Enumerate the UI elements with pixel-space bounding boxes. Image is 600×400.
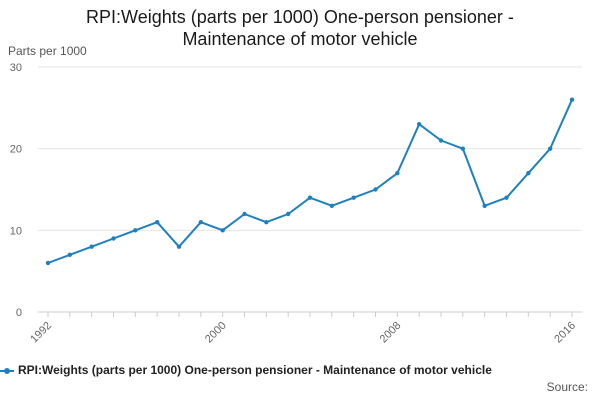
- x-tick-label-1992: 1992: [28, 320, 54, 346]
- y-tick-label-20: 20: [10, 144, 22, 156]
- data-point-1999[interactable]: [198, 219, 204, 225]
- source-label: Source:: [546, 380, 588, 394]
- data-point-1994[interactable]: [89, 244, 94, 249]
- data-point-1997[interactable]: [154, 219, 160, 225]
- data-point-2010[interactable]: [438, 138, 444, 143]
- data-point-2007[interactable]: [373, 187, 378, 192]
- data-point-2001[interactable]: [242, 211, 247, 217]
- data-point-1998[interactable]: [176, 244, 182, 249]
- y-tick-label-30: 30: [10, 62, 22, 74]
- gridlines: [38, 66, 582, 231]
- data-point-2002[interactable]: [264, 219, 269, 225]
- data-point-2013[interactable]: [504, 195, 509, 200]
- data-point-2011[interactable]: [460, 146, 466, 151]
- data-point-2008[interactable]: [395, 170, 400, 176]
- data-point-2005[interactable]: [329, 203, 335, 209]
- data-point-2012[interactable]: [482, 203, 487, 209]
- data-point-2004[interactable]: [307, 195, 313, 200]
- series-group: [45, 97, 575, 266]
- y-tick-label-0: 0: [16, 307, 22, 319]
- data-point-2003[interactable]: [285, 211, 291, 217]
- legend-entry: RPI:Weights (parts per 1000) One-person …: [18, 363, 492, 377]
- chart-title: RPI:Weights (parts per 1000) One-person …: [0, 6, 600, 50]
- data-point-1992[interactable]: [45, 260, 51, 266]
- x-tick-label-2016: 2016: [552, 320, 578, 346]
- chart-title-line-2: Maintenance of motor vehicle: [182, 29, 418, 49]
- legend: RPI:Weights (parts per 1000) One-person …: [0, 362, 600, 382]
- y-axis-label: Parts per 1000: [8, 44, 87, 58]
- data-point-2006[interactable]: [351, 195, 356, 200]
- data-point-1995[interactable]: [111, 236, 116, 241]
- data-point-2009[interactable]: [416, 121, 422, 127]
- data-point-2014[interactable]: [526, 170, 531, 176]
- chart-title-line-1: RPI:Weights (parts per 1000) One-person …: [86, 7, 514, 27]
- x-tick-label-2008: 2008: [378, 320, 404, 346]
- y-tick-label-10: 10: [10, 225, 22, 237]
- data-point-2000[interactable]: [220, 228, 225, 233]
- x-axis: 1992 2000 2008 2016: [28, 311, 582, 346]
- series-line-0: [47, 99, 573, 264]
- y-axis-ticks: 0 10 20 30: [10, 62, 22, 319]
- data-point-1996[interactable]: [133, 228, 138, 233]
- data-point-1993[interactable]: [67, 252, 73, 258]
- data-point-2015[interactable]: [547, 146, 553, 151]
- legend-marker: [4, 368, 10, 374]
- data-point-2016[interactable]: [569, 97, 575, 102]
- x-tick-label-2000: 2000: [203, 320, 229, 346]
